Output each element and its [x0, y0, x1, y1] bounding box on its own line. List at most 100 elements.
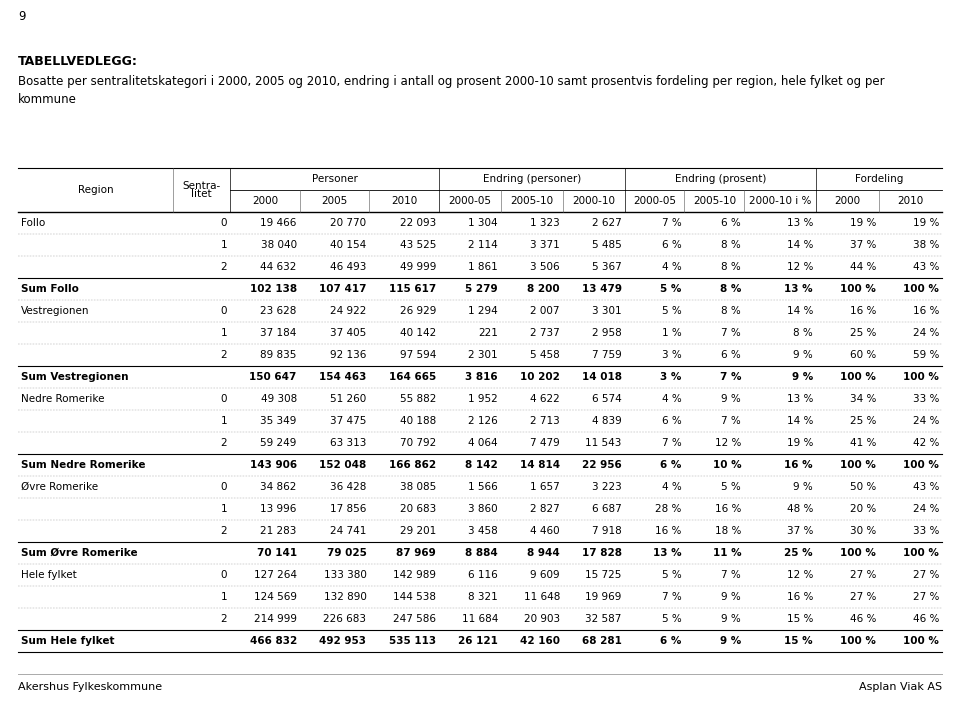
Text: 1 %: 1 %: [661, 328, 682, 338]
Text: 19 %: 19 %: [913, 218, 939, 228]
Text: 51 260: 51 260: [330, 394, 367, 404]
Text: 18 %: 18 %: [715, 526, 741, 536]
Text: 27 %: 27 %: [913, 592, 939, 602]
Text: 41 %: 41 %: [850, 438, 876, 448]
Text: Personer: Personer: [312, 174, 357, 184]
Text: 15 725: 15 725: [586, 570, 622, 580]
Text: 100 %: 100 %: [903, 284, 939, 294]
Text: 6 %: 6 %: [661, 240, 682, 250]
Text: 5 %: 5 %: [661, 306, 682, 316]
Text: 44 632: 44 632: [260, 262, 297, 272]
Text: 133 380: 133 380: [324, 570, 367, 580]
Text: 21 283: 21 283: [260, 526, 297, 536]
Text: 40 154: 40 154: [330, 240, 367, 250]
Text: 6 574: 6 574: [592, 394, 622, 404]
Text: 9 %: 9 %: [792, 372, 813, 382]
Text: 37 %: 37 %: [850, 240, 876, 250]
Text: 16 %: 16 %: [655, 526, 682, 536]
Text: 9: 9: [18, 10, 26, 23]
Text: 535 113: 535 113: [389, 636, 436, 646]
Text: 221: 221: [478, 328, 498, 338]
Text: 4 460: 4 460: [530, 526, 560, 536]
Text: 0: 0: [221, 218, 228, 228]
Text: Asplan Viak AS: Asplan Viak AS: [859, 682, 942, 692]
Text: Akershus Fylkeskommune: Akershus Fylkeskommune: [18, 682, 162, 692]
Text: 492 953: 492 953: [320, 636, 367, 646]
Text: Øvre Romerike: Øvre Romerike: [21, 482, 98, 492]
Text: litet: litet: [191, 189, 212, 199]
Text: 100 %: 100 %: [840, 548, 876, 558]
Text: 38 %: 38 %: [913, 240, 939, 250]
Text: 37 184: 37 184: [260, 328, 297, 338]
Text: 20 770: 20 770: [330, 218, 367, 228]
Text: 7 %: 7 %: [661, 438, 682, 448]
Text: 38 040: 38 040: [261, 240, 297, 250]
Text: 11 648: 11 648: [523, 592, 560, 602]
Text: 8 %: 8 %: [721, 240, 741, 250]
Text: 2: 2: [221, 614, 228, 624]
Text: Sum Nedre Romerike: Sum Nedre Romerike: [21, 460, 146, 470]
Text: Sum Vestregionen: Sum Vestregionen: [21, 372, 129, 382]
Text: 6 %: 6 %: [660, 636, 682, 646]
Text: 2 126: 2 126: [468, 416, 498, 426]
Text: 59 %: 59 %: [913, 350, 939, 360]
Text: 14 814: 14 814: [519, 460, 560, 470]
Text: 154 463: 154 463: [319, 372, 367, 382]
Text: 1 294: 1 294: [468, 306, 498, 316]
Text: 20 903: 20 903: [524, 614, 560, 624]
Text: 5 279: 5 279: [466, 284, 498, 294]
Text: 42 160: 42 160: [520, 636, 560, 646]
Text: 100 %: 100 %: [840, 460, 876, 470]
Text: 12 %: 12 %: [715, 438, 741, 448]
Text: 102 138: 102 138: [250, 284, 297, 294]
Text: 32 587: 32 587: [586, 614, 622, 624]
Text: 24 %: 24 %: [913, 504, 939, 514]
Text: 16 %: 16 %: [850, 306, 876, 316]
Text: 127 264: 127 264: [253, 570, 297, 580]
Text: 30 %: 30 %: [850, 526, 876, 536]
Text: 28 %: 28 %: [655, 504, 682, 514]
Text: 34 %: 34 %: [850, 394, 876, 404]
Text: 55 882: 55 882: [399, 394, 436, 404]
Text: 2 713: 2 713: [530, 416, 560, 426]
Text: Endring (personer): Endring (personer): [483, 174, 581, 184]
Text: 214 999: 214 999: [253, 614, 297, 624]
Text: 100 %: 100 %: [840, 284, 876, 294]
Text: Hele fylket: Hele fylket: [21, 570, 77, 580]
Text: 9 %: 9 %: [721, 592, 741, 602]
Text: 17 828: 17 828: [582, 548, 622, 558]
Text: 49 308: 49 308: [260, 394, 297, 404]
Text: 14 %: 14 %: [786, 306, 813, 316]
Text: Vestregionen: Vestregionen: [21, 306, 89, 316]
Text: 9 %: 9 %: [793, 482, 813, 492]
Text: 3 458: 3 458: [468, 526, 498, 536]
Text: 19 %: 19 %: [786, 438, 813, 448]
Text: 25 %: 25 %: [850, 328, 876, 338]
Text: 26 121: 26 121: [458, 636, 498, 646]
Text: 143 906: 143 906: [250, 460, 297, 470]
Text: 10 202: 10 202: [520, 372, 560, 382]
Text: 63 313: 63 313: [330, 438, 367, 448]
Text: 16 %: 16 %: [784, 460, 813, 470]
Text: 2: 2: [221, 526, 228, 536]
Text: 13 479: 13 479: [582, 284, 622, 294]
Text: 10 %: 10 %: [712, 460, 741, 470]
Text: 36 428: 36 428: [330, 482, 367, 492]
Text: 27 %: 27 %: [850, 592, 876, 602]
Text: 2 007: 2 007: [530, 306, 560, 316]
Text: 8 142: 8 142: [466, 460, 498, 470]
Text: 100 %: 100 %: [840, 636, 876, 646]
Text: 2010: 2010: [898, 196, 924, 206]
Text: 38 085: 38 085: [400, 482, 436, 492]
Text: 34 862: 34 862: [260, 482, 297, 492]
Text: 466 832: 466 832: [250, 636, 297, 646]
Text: 6 %: 6 %: [660, 460, 682, 470]
Text: 1 657: 1 657: [530, 482, 560, 492]
Text: 19 %: 19 %: [850, 218, 876, 228]
Text: 5 %: 5 %: [661, 614, 682, 624]
Text: 12 %: 12 %: [786, 262, 813, 272]
Text: 3 %: 3 %: [661, 350, 682, 360]
Text: 70 141: 70 141: [256, 548, 297, 558]
Text: 40 188: 40 188: [400, 416, 436, 426]
Text: 4 064: 4 064: [468, 438, 498, 448]
